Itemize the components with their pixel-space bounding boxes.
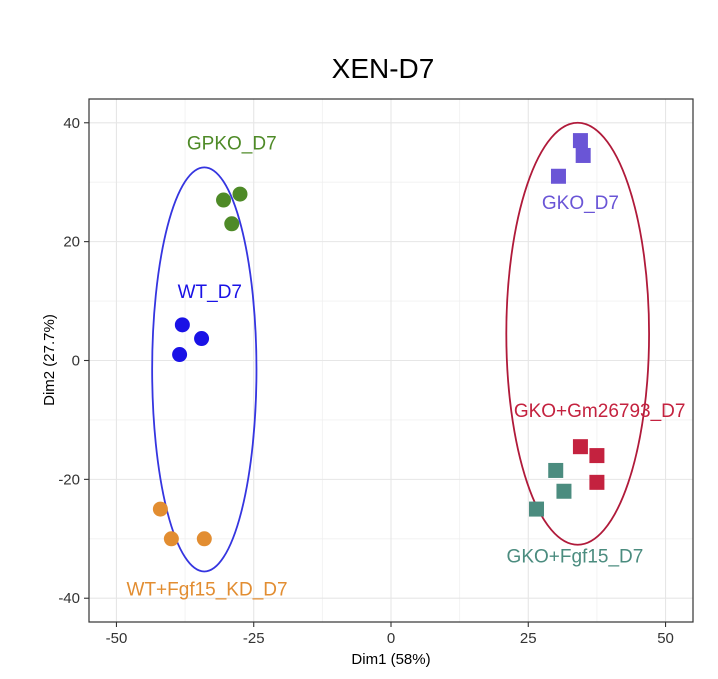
confidence-ellipses bbox=[151, 121, 650, 573]
point-wt-d7 bbox=[172, 347, 188, 363]
group-label-gko-d7: GKO_D7 bbox=[542, 193, 619, 214]
point-wt-fgf15-kd-d7 bbox=[152, 501, 168, 517]
point-wt-fgf15-kd-d7 bbox=[163, 531, 179, 547]
chart-title: XEN-D7 bbox=[332, 53, 435, 84]
point-gko-fgf15-d7 bbox=[556, 483, 572, 499]
point-gko-d7 bbox=[550, 168, 566, 184]
x-tick-label: -25 bbox=[243, 630, 265, 647]
point-gko-gm26793-d7 bbox=[589, 448, 605, 464]
axes: -50 -25 0 25 50 -40 -20 0 20 40 bbox=[58, 115, 674, 647]
y-tick-label: 0 bbox=[72, 353, 80, 370]
point-gko-fgf15-d7 bbox=[548, 462, 564, 478]
point-gko-fgf15-d7 bbox=[529, 501, 545, 517]
x-tick-label: 50 bbox=[657, 630, 674, 647]
point-gko-gm26793-d7 bbox=[589, 474, 605, 490]
y-tick-label: -40 bbox=[58, 590, 80, 607]
data-points bbox=[152, 133, 605, 547]
x-tick-label: -50 bbox=[106, 630, 128, 647]
group-label-gko-fgf15-d7: GKO+Fgf15_D7 bbox=[507, 547, 644, 568]
x-axis-title: Dim1 (58%) bbox=[351, 651, 430, 668]
point-gko-gm26793-d7 bbox=[572, 439, 588, 455]
y-tick-label: 20 bbox=[63, 234, 80, 251]
point-wt-d7 bbox=[174, 317, 190, 333]
point-gpko-d7 bbox=[224, 216, 240, 232]
ellipse-gko bbox=[505, 121, 650, 546]
x-tick-label: 25 bbox=[520, 630, 537, 647]
group-labels: GPKO_D7 WT_D7 WT+Fgf15_KD_D7 GKO_D7 GKO+Gm26… bbox=[127, 134, 686, 601]
point-gpko-d7 bbox=[216, 192, 232, 208]
group-label-gko-gm26793-d7: GKO+Gm26793_D7 bbox=[514, 401, 686, 422]
y-axis-title: Dim2 (27.7%) bbox=[41, 314, 58, 406]
point-gko-d7 bbox=[575, 147, 591, 163]
ellipse-wt bbox=[151, 166, 258, 573]
point-gko-d7 bbox=[572, 133, 588, 149]
grid bbox=[89, 99, 693, 622]
y-tick-label: 40 bbox=[63, 115, 80, 132]
group-label-wt-fgf15-kd-d7: WT+Fgf15_KD_D7 bbox=[127, 579, 288, 600]
y-tick-label: -20 bbox=[58, 471, 80, 488]
x-tick-label: 0 bbox=[387, 630, 395, 647]
point-gpko-d7 bbox=[232, 186, 248, 202]
point-wt-d7 bbox=[194, 331, 210, 347]
point-wt-fgf15-kd-d7 bbox=[196, 531, 212, 547]
group-label-wt-d7: WT_D7 bbox=[178, 282, 242, 303]
group-label-gpko-d7: GPKO_D7 bbox=[187, 134, 277, 155]
